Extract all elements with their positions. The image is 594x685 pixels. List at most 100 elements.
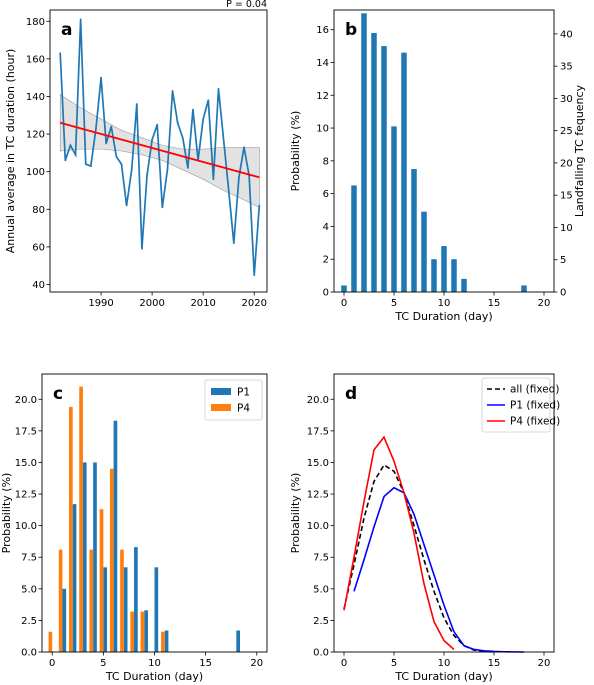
- data-point: [161, 206, 164, 209]
- bar-p1: [123, 567, 128, 652]
- data-point: [120, 163, 123, 166]
- bar-p4: [140, 611, 145, 652]
- data-point: [253, 274, 256, 276]
- data-point: [74, 153, 77, 156]
- right-tick-label: 15: [560, 191, 573, 202]
- bar-p4: [109, 468, 114, 652]
- bar-p1: [62, 588, 67, 652]
- y-tick-label: 80: [32, 205, 45, 216]
- x-tick-label: 2000: [139, 298, 164, 309]
- data-point: [186, 167, 189, 169]
- y-tick-label: 120: [26, 130, 45, 141]
- data-point: [238, 176, 240, 179]
- right-tick-label: 25: [560, 126, 573, 137]
- data-point: [115, 155, 118, 158]
- legend-box: [204, 379, 263, 421]
- bar-p1: [82, 462, 87, 652]
- x-tick-label: 20: [250, 658, 263, 669]
- x-axis-label: TC Duration (day): [394, 310, 492, 323]
- bar: [451, 259, 457, 292]
- bar-p1: [72, 504, 77, 652]
- legend-label: P1 (fixed): [510, 400, 560, 412]
- bar-p1: [93, 462, 97, 652]
- series-line-annual-duration: [59, 19, 261, 276]
- x-tick-label: 10: [438, 658, 451, 669]
- bar-p4: [48, 631, 53, 652]
- legend-swatch: [211, 404, 231, 411]
- data-point: [222, 138, 225, 141]
- data-point: [258, 204, 261, 207]
- bar: [461, 278, 467, 292]
- data-point: [217, 88, 220, 90]
- data-point: [100, 76, 102, 79]
- data-point: [192, 108, 194, 111]
- plot-frame: [49, 9, 268, 293]
- x-axis-label: TC Duration (day): [394, 670, 492, 683]
- data-point: [69, 144, 72, 147]
- bar: [431, 259, 437, 292]
- y-tick-label: 4: [323, 222, 329, 233]
- x-tick-label: 10: [148, 658, 161, 669]
- bar-p4: [89, 549, 94, 652]
- data-point: [151, 138, 154, 141]
- y-axis-label: Annual average in TC duration (hour): [4, 49, 17, 254]
- x-axis-label: TC Duration (day): [105, 670, 203, 683]
- bar-p1: [134, 547, 138, 652]
- data-point: [243, 146, 245, 149]
- y-tick-label: 14: [316, 58, 329, 69]
- y-tick-label: 2.5: [313, 616, 329, 627]
- series-line-p4: [343, 435, 455, 651]
- y-tick-label: 12: [316, 91, 329, 102]
- data-point: [110, 125, 113, 128]
- y-tick-label: 15.0: [15, 458, 37, 469]
- data-point: [146, 174, 148, 177]
- bar: [521, 285, 527, 292]
- y-tick-label: 140: [26, 92, 45, 103]
- bar-p4: [69, 406, 73, 652]
- data-point: [207, 99, 210, 102]
- bar-p4: [130, 611, 135, 652]
- panel-letter: c: [53, 384, 63, 404]
- y-tick-label: 17.5: [15, 426, 37, 437]
- trend-line: [59, 121, 260, 179]
- panel-letter: a: [61, 20, 72, 40]
- data-point: [135, 103, 138, 105]
- panel-letter: d: [345, 384, 357, 404]
- bar-p4: [99, 509, 104, 652]
- y-tick-label: 100: [26, 167, 45, 178]
- panel-letter: b: [345, 20, 357, 40]
- x-tick-label: 20: [538, 658, 551, 669]
- x-tick-label: 2020: [242, 298, 267, 309]
- x-tick-label: 0: [341, 658, 347, 669]
- y-tick-label: 7.5: [313, 553, 329, 564]
- legend-swatch: [211, 388, 231, 395]
- bar-p4: [58, 549, 63, 652]
- y-tick-label: 2: [323, 255, 329, 266]
- right-tick-label: 5: [560, 255, 566, 266]
- y-tick-label: 60: [32, 242, 45, 253]
- x-tick-label: 0: [341, 298, 347, 309]
- data-point: [130, 168, 133, 171]
- y-tick-label: 16: [316, 25, 329, 36]
- bar-p1: [113, 420, 118, 652]
- data-point: [176, 121, 179, 124]
- y-tick-label: 40: [32, 280, 45, 291]
- y-tick-label: 20.0: [307, 395, 329, 406]
- right-tick-label: 0: [560, 288, 566, 299]
- y-tick-label: 5.0: [21, 584, 37, 595]
- data-point: [125, 204, 128, 207]
- legend-box: [481, 377, 551, 433]
- bar-p1: [103, 567, 108, 652]
- bar: [401, 52, 407, 293]
- data-point: [84, 163, 87, 166]
- bar: [421, 211, 427, 292]
- y-tick-label: 0.0: [313, 648, 329, 659]
- x-tick-label: 15: [199, 658, 212, 669]
- y-tick-label: 20.0: [15, 395, 37, 406]
- x-tick-label: 20: [538, 298, 551, 309]
- x-tick-label: 5: [391, 298, 397, 309]
- bar-p4: [120, 549, 124, 652]
- y-tick-label: 10.0: [307, 521, 329, 532]
- bar: [371, 32, 377, 292]
- y-tick-label: 5.0: [313, 584, 329, 595]
